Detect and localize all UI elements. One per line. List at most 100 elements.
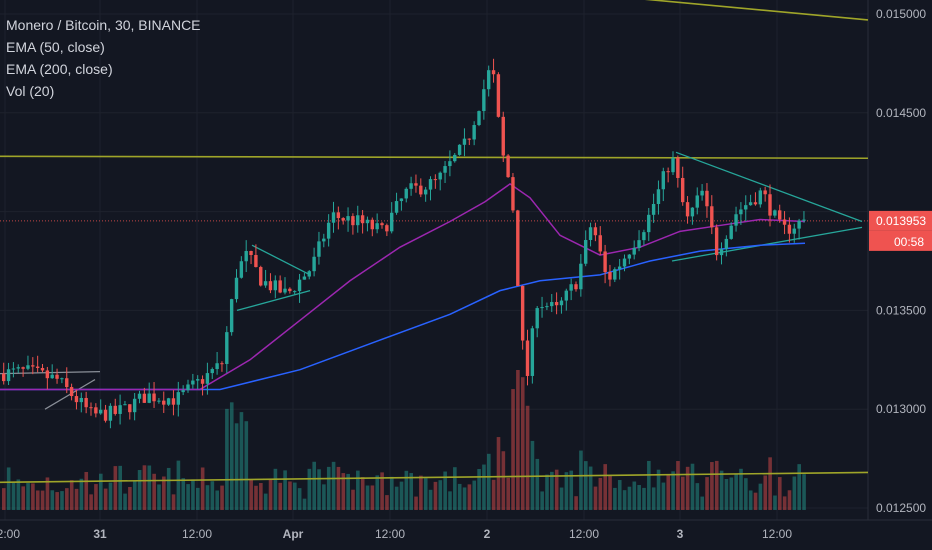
volume-bar bbox=[676, 461, 680, 510]
candle-body bbox=[157, 400, 161, 402]
volume-bar bbox=[142, 465, 147, 510]
volume-bar bbox=[651, 487, 656, 510]
candle-body bbox=[273, 280, 277, 291]
candle-body bbox=[50, 374, 54, 379]
candle-body bbox=[778, 210, 782, 220]
candle-body bbox=[60, 378, 64, 380]
candle-body bbox=[278, 280, 282, 293]
candle-body bbox=[559, 300, 564, 306]
volume-bar bbox=[69, 480, 74, 510]
candle-body bbox=[166, 398, 171, 405]
ema200-path bbox=[0, 242, 806, 391]
volume-bar bbox=[45, 477, 50, 510]
volume-bar bbox=[564, 472, 569, 510]
candle-body bbox=[457, 144, 462, 155]
time-tick-label: 12:00 bbox=[0, 527, 20, 541]
candle-body bbox=[782, 219, 787, 225]
candle-body bbox=[511, 177, 515, 211]
volume-bar bbox=[205, 485, 210, 510]
candle-body bbox=[196, 379, 200, 381]
volume-bar bbox=[123, 493, 127, 510]
candle-body bbox=[564, 290, 568, 301]
candle-body bbox=[443, 166, 447, 173]
candle-body bbox=[356, 215, 360, 226]
volume-bar bbox=[215, 490, 219, 510]
candle-body bbox=[482, 89, 486, 112]
volume-bar bbox=[462, 487, 467, 510]
volume-bar bbox=[191, 479, 195, 510]
time-tick-label: 12:00 bbox=[182, 527, 212, 541]
candle-body bbox=[651, 203, 656, 215]
volume-bar bbox=[457, 483, 462, 510]
candle-body bbox=[176, 392, 180, 405]
volume-bar bbox=[390, 476, 394, 510]
volume-bar bbox=[278, 482, 283, 510]
volume-bar bbox=[787, 490, 792, 510]
volume-bar bbox=[598, 477, 603, 510]
volume-bar bbox=[273, 468, 278, 510]
candle-body bbox=[55, 374, 59, 379]
volume-bar bbox=[394, 486, 399, 510]
legend-ema200[interactable]: EMA (200, close) bbox=[6, 61, 113, 77]
candle-body bbox=[268, 281, 273, 291]
legend-vol[interactable]: Vol (20) bbox=[6, 83, 55, 99]
price-axis[interactable]: 0.015000 0.014500 0.013500 0.013000 0.012500 bbox=[876, 7, 926, 515]
candle-body bbox=[293, 291, 297, 293]
volume-bar bbox=[31, 483, 35, 510]
volume-bar bbox=[89, 494, 93, 510]
candle-body bbox=[428, 179, 433, 190]
volume-bar bbox=[234, 423, 239, 510]
candle-body bbox=[234, 277, 239, 300]
volume-bar bbox=[94, 484, 98, 510]
volume-bar bbox=[21, 486, 25, 510]
candle-body bbox=[438, 172, 442, 180]
candle-body bbox=[259, 267, 263, 286]
volume-bar bbox=[593, 486, 598, 510]
candle-body bbox=[768, 194, 772, 216]
volume-bar bbox=[423, 478, 428, 510]
volume-bar bbox=[433, 481, 438, 510]
candlesticks bbox=[2, 58, 806, 429]
volume-bar bbox=[748, 490, 753, 510]
volume-bar bbox=[152, 473, 156, 510]
candle-body bbox=[584, 240, 588, 264]
legend-ema50[interactable]: EMA (50, close) bbox=[6, 39, 105, 55]
volume-bar bbox=[540, 491, 544, 510]
volume-bar bbox=[322, 484, 326, 510]
candle-body bbox=[94, 407, 98, 414]
candle-body bbox=[603, 251, 607, 273]
candle-body bbox=[462, 138, 467, 145]
candle-body bbox=[671, 157, 675, 173]
candle-body bbox=[225, 332, 229, 364]
volume-bar bbox=[617, 480, 622, 510]
candle-body bbox=[719, 249, 724, 256]
candle-body bbox=[385, 225, 389, 232]
legend-title[interactable]: Monero / Bitcoin, 30, BINANCE bbox=[6, 17, 201, 33]
candle-body bbox=[724, 238, 729, 250]
candle-body bbox=[375, 223, 379, 230]
candle-body bbox=[89, 407, 93, 409]
price-tick-label: 0.013500 bbox=[876, 303, 926, 317]
volume-bar bbox=[293, 482, 297, 510]
candle-body bbox=[530, 328, 535, 376]
volume-bar bbox=[268, 479, 273, 510]
volume-bar bbox=[113, 466, 118, 510]
candle-body bbox=[423, 189, 428, 195]
candle-body bbox=[380, 223, 384, 226]
volume-bar bbox=[714, 460, 719, 510]
volume-bar bbox=[346, 473, 350, 510]
candle-body bbox=[739, 209, 743, 215]
volume-bar bbox=[681, 476, 685, 510]
candle-body bbox=[210, 369, 214, 374]
volume-bar bbox=[710, 462, 714, 510]
last-price-tag bbox=[869, 210, 932, 231]
candle-body bbox=[467, 138, 471, 140]
volume-bar bbox=[719, 470, 724, 510]
volume-bar bbox=[84, 471, 89, 510]
candle-body bbox=[84, 397, 88, 408]
time-axis[interactable]: 12:00 31 12:00 Apr 12:00 2 12:00 3 12:00 bbox=[0, 527, 792, 541]
candle-body bbox=[336, 212, 341, 219]
candle-body bbox=[65, 378, 69, 388]
volume-bar bbox=[55, 492, 59, 510]
